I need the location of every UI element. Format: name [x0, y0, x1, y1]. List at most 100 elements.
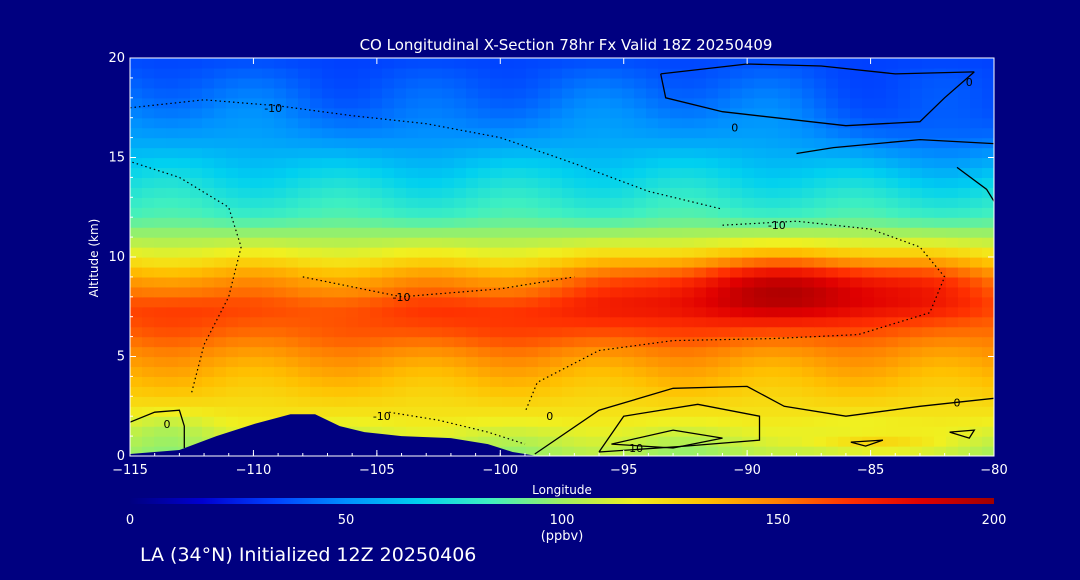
field-cell — [178, 147, 191, 159]
field-cell — [958, 416, 971, 427]
field-cell — [358, 217, 371, 228]
field-cell — [814, 177, 827, 188]
field-cell — [514, 97, 527, 109]
field-cell — [142, 237, 155, 248]
field-cell — [478, 107, 491, 119]
field-cell — [742, 147, 755, 159]
field-cell — [298, 406, 311, 417]
field-cell — [586, 67, 599, 79]
field-cell — [286, 137, 299, 149]
field-cell — [874, 67, 887, 79]
field-cell — [850, 97, 863, 109]
field-cell — [406, 187, 419, 198]
field-cell — [538, 296, 551, 308]
field-cell — [178, 87, 191, 99]
field-cell — [514, 336, 527, 348]
x-tick-label: −85 — [857, 463, 884, 478]
field-cell — [322, 306, 335, 318]
field-cell — [670, 396, 683, 407]
field-cell — [646, 346, 659, 358]
field-cell — [382, 87, 395, 99]
field-cell — [682, 416, 695, 427]
field-cell — [430, 406, 443, 417]
field-cell — [670, 356, 683, 368]
field-cell — [214, 227, 227, 238]
field-cell — [730, 416, 743, 427]
field-cell — [394, 396, 407, 407]
field-cell — [982, 58, 994, 69]
field-cell — [502, 257, 515, 268]
field-cell — [898, 97, 911, 109]
field-cell — [514, 376, 527, 387]
field-cell — [682, 117, 695, 129]
field-cell — [142, 257, 155, 268]
field-cell — [142, 147, 155, 159]
field-cell — [226, 58, 239, 69]
field-cell — [634, 257, 647, 268]
field-cell — [658, 386, 671, 397]
field-cell — [358, 386, 371, 397]
field-cell — [190, 286, 203, 298]
field-cell — [730, 276, 743, 288]
field-cell — [970, 346, 983, 358]
field-cell — [850, 177, 863, 188]
field-cell — [142, 87, 155, 99]
field-cell — [514, 87, 527, 99]
field-cell — [154, 177, 167, 188]
field-cell — [490, 316, 503, 328]
field-cell — [406, 336, 419, 348]
field-cell — [886, 97, 899, 109]
field-cell — [586, 416, 599, 427]
field-cell — [922, 276, 935, 288]
field-cell — [586, 286, 599, 298]
field-cell — [670, 436, 683, 447]
field-cell — [682, 167, 695, 178]
field-cell — [370, 147, 383, 159]
field-cell — [742, 356, 755, 368]
field-cell — [502, 77, 515, 89]
field-cell — [502, 266, 515, 278]
field-cell — [802, 127, 815, 139]
field-cell — [706, 197, 719, 208]
field-cell — [202, 356, 215, 368]
field-cell — [310, 266, 323, 278]
field-cell — [142, 127, 155, 139]
field-cell — [622, 406, 635, 417]
field-cell — [490, 177, 503, 188]
field-cell — [970, 376, 983, 387]
field-cell — [934, 396, 947, 407]
field-cell — [178, 177, 191, 188]
field-cell — [982, 77, 994, 89]
field-cell — [622, 67, 635, 79]
field-cell — [610, 436, 623, 447]
field-cell — [130, 426, 143, 437]
field-cell — [550, 87, 563, 99]
field-cell — [778, 87, 791, 99]
field-cell — [166, 406, 179, 417]
field-cell — [730, 217, 743, 228]
field-cell — [178, 107, 191, 119]
field-cell — [922, 346, 935, 358]
field-cell — [658, 197, 671, 208]
field-cell — [802, 426, 815, 437]
field-cell — [586, 97, 599, 109]
field-cell — [286, 346, 299, 358]
field-cell — [766, 276, 779, 288]
field-cell — [382, 276, 395, 288]
field-cell — [130, 207, 143, 218]
field-cell — [538, 286, 551, 298]
field-cell — [826, 286, 839, 298]
field-cell — [706, 366, 719, 377]
field-cell — [250, 207, 263, 218]
field-cell — [286, 117, 299, 129]
field-cell — [430, 137, 443, 149]
field-cell — [178, 127, 191, 139]
field-cell — [490, 207, 503, 218]
field-cell — [250, 177, 263, 188]
field-cell — [634, 326, 647, 338]
field-cell — [154, 247, 167, 258]
field-cell — [778, 137, 791, 149]
field-cell — [250, 187, 263, 198]
field-cell — [742, 237, 755, 248]
field-cell — [970, 276, 983, 288]
